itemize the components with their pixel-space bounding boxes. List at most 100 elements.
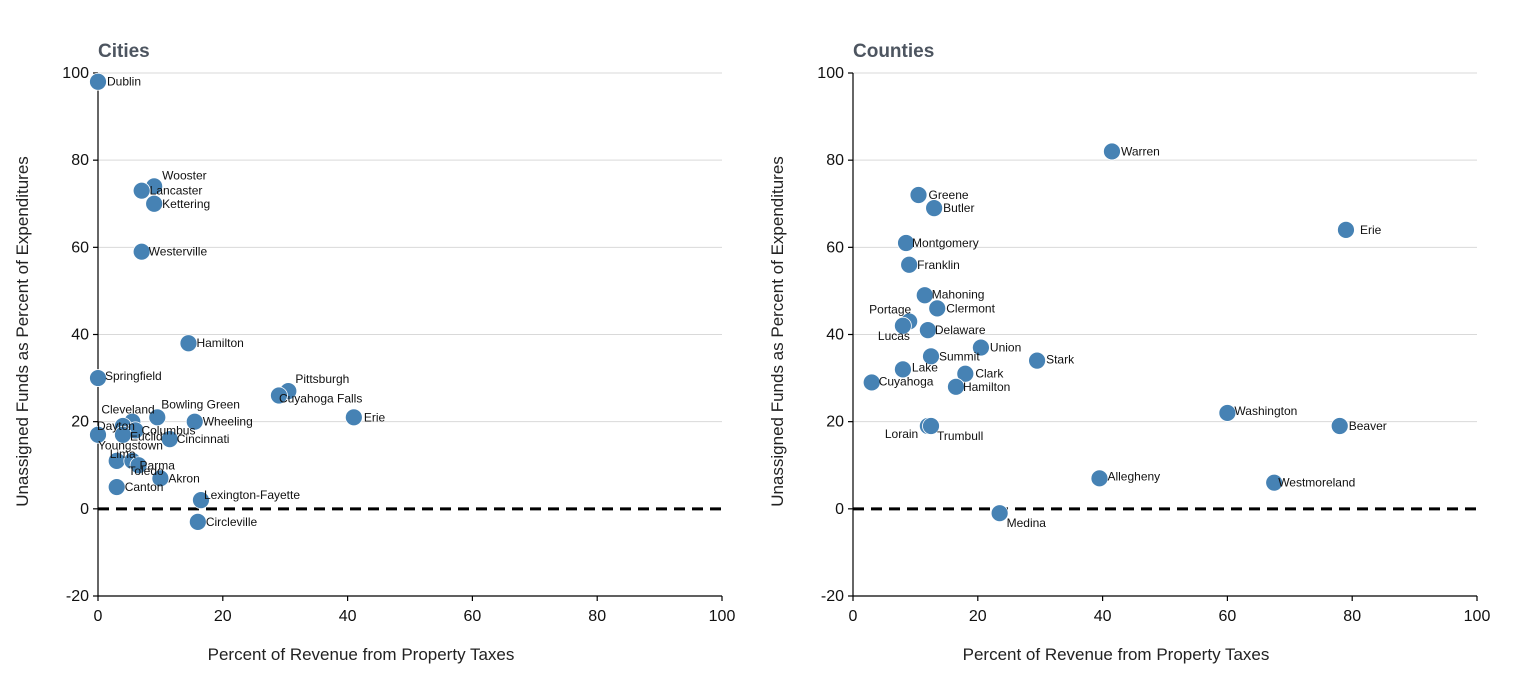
point-hamilton: [179, 334, 198, 353]
point-label-delaware: Delaware: [935, 323, 986, 337]
point-label-bowling-green: Bowling Green: [161, 397, 240, 411]
y-axis-label: Unassigned Funds as Percent of Expenditu…: [768, 156, 787, 507]
point-label-trumbull: Trumbull: [937, 429, 983, 443]
x-tick-label: 20: [969, 608, 987, 625]
panel-title: Counties: [853, 41, 934, 62]
point-label-euclid: Euclid: [130, 430, 163, 444]
point-springfield: [89, 369, 107, 387]
point-label-cuyahoga-falls: Cuyahoga Falls: [279, 392, 362, 406]
x-tick-label: 100: [709, 608, 736, 625]
x-tick-label: 40: [1094, 608, 1112, 625]
point-label-franklin: Franklin: [917, 258, 960, 272]
point-wheeling: [185, 412, 204, 431]
y-tick-label: 60: [71, 239, 89, 256]
point-label-westmoreland: Westmoreland: [1278, 476, 1355, 490]
point-hamilton: [947, 377, 965, 396]
point-label-erie: Erie: [364, 410, 386, 424]
point-bowling-green: [148, 408, 167, 427]
point-label-cincinnati: Cincinnati: [177, 432, 230, 446]
x-tick-label: 20: [214, 608, 232, 625]
point-label-butler: Butler: [943, 201, 974, 215]
point-label-lucas: Lucas: [878, 329, 910, 343]
point-label-youngstown: Youngstown: [98, 439, 163, 453]
y-tick-label: -20: [821, 588, 844, 605]
point-dublin: [89, 72, 107, 91]
y-axis-label: Unassigned Funds as Percent of Expenditu…: [13, 156, 32, 507]
y-tick-label: 80: [71, 152, 89, 169]
point-label-cleveland: Cleveland: [101, 403, 154, 417]
point-label-mahoning: Mahoning: [932, 287, 985, 301]
point-label-summit: Summit: [939, 349, 980, 363]
x-tick-label: 60: [1219, 608, 1237, 625]
point-trumbull: [922, 417, 940, 435]
x-axis-label: Percent of Revenue from Property Taxes: [208, 645, 515, 664]
point-mahoning: [915, 286, 934, 305]
y-tick-label: 100: [62, 65, 89, 82]
y-tick-label: 60: [826, 239, 844, 256]
point-westerville: [132, 242, 151, 261]
point-label-dublin: Dublin: [107, 75, 141, 89]
point-delaware: [918, 321, 937, 340]
point-label-clark: Clark: [975, 367, 1004, 381]
x-axis-label: Percent of Revenue from Property Taxes: [963, 645, 1270, 664]
point-label-allegheny: Allegheny: [1107, 469, 1160, 483]
y-tick-label: 20: [71, 414, 89, 431]
point-label-greene: Greene: [929, 188, 969, 202]
point-label-pittsburgh: Pittsburgh: [295, 372, 349, 386]
point-label-parma: Parma: [140, 458, 176, 472]
point-warren: [1103, 142, 1121, 161]
x-tick-label: 60: [464, 608, 482, 625]
point-label-canton: Canton: [125, 480, 164, 494]
point-lancaster: [132, 181, 151, 200]
point-label-beaver: Beaver: [1349, 419, 1387, 433]
point-butler: [925, 199, 944, 218]
point-label-wooster: Wooster: [162, 168, 206, 182]
y-tick-label: -20: [66, 588, 89, 605]
point-label-toledo: Toledo: [128, 464, 164, 478]
point-akron: [151, 469, 170, 488]
point-clermont: [928, 299, 947, 318]
point-lucas: [894, 316, 912, 335]
x-tick-label: 0: [94, 608, 103, 625]
point-cincinnati: [160, 430, 179, 449]
y-tick-label: 20: [826, 414, 844, 431]
point-summit: [922, 347, 940, 366]
point-label-erie: Erie: [1360, 223, 1382, 237]
point-parma: [129, 456, 148, 475]
point-montgomery: [897, 234, 915, 252]
point-stark: [1028, 351, 1046, 370]
x-tick-label: 80: [588, 608, 606, 625]
panel-counties: -20 0 20 40 60 80 100 0 20 40 60 80 100 Counties Perce…: [768, 41, 1490, 664]
panel-title: Cities: [98, 41, 150, 62]
x-tick-label: 40: [339, 608, 357, 625]
y-tick-label: 40: [71, 327, 89, 344]
point-label-warren: Warren: [1121, 144, 1160, 158]
point-circleville: [188, 513, 207, 531]
y-tick-label: 80: [826, 152, 844, 169]
point-label-westerville: Westerville: [149, 245, 208, 259]
point-allegheny: [1090, 469, 1109, 488]
point-label-circleville: Circleville: [206, 515, 258, 529]
point-label-dayton: Dayton: [97, 419, 135, 433]
point-label-montgomery: Montgomery: [912, 236, 979, 250]
point-euclid: [114, 425, 132, 444]
point-label-kettering: Kettering: [162, 197, 210, 211]
point-medina: [990, 504, 1009, 523]
point-label-cuyahoga: Cuyahoga: [879, 374, 934, 388]
point-cuyahoga: [862, 373, 881, 392]
point-kettering: [145, 194, 164, 213]
point-clark: [956, 364, 975, 383]
point-beaver: [1330, 417, 1349, 435]
point-label-lima: Lima: [110, 447, 136, 461]
x-tick-label: 0: [849, 608, 858, 625]
point-lexington-fayette: [192, 491, 210, 510]
point-label-wheeling: Wheeling: [203, 415, 253, 429]
panel-cities: -20 0 20 40 60 80 100 0 20 40 60 80 100 Cities Percent…: [13, 41, 735, 664]
point-label-akron: Akron: [168, 471, 199, 485]
point-cuyahoga-falls: [270, 386, 288, 405]
y-tick-label: 0: [835, 501, 844, 518]
y-tick-label: 40: [826, 327, 844, 344]
x-tick-label: 80: [1343, 608, 1361, 625]
